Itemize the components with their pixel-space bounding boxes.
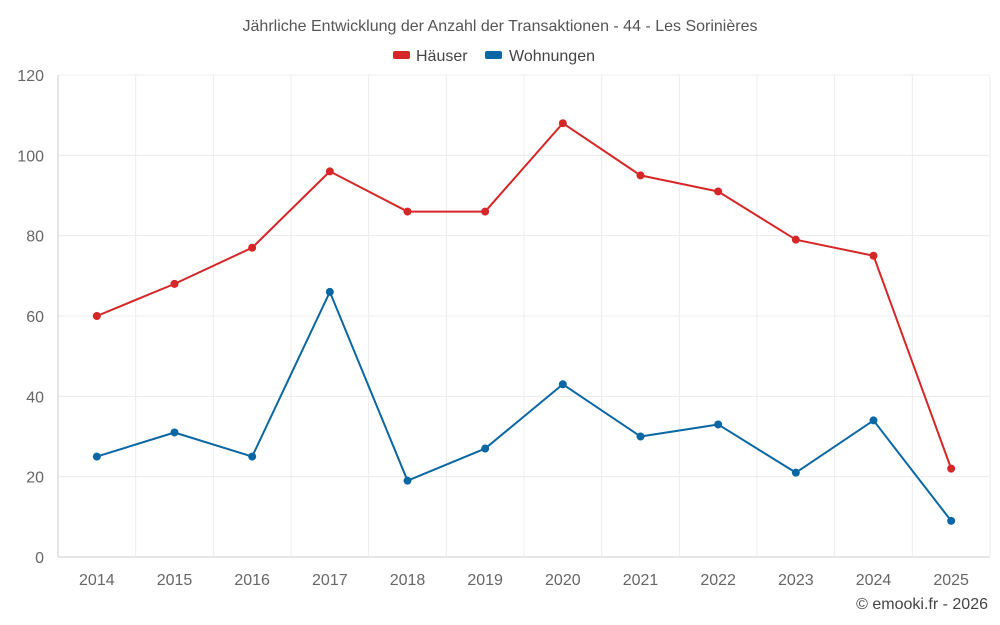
x-tick-label: 2020 xyxy=(545,572,581,589)
legend-label-haeuser: Häuser xyxy=(416,48,468,65)
legend-swatch-wohnungen xyxy=(485,51,502,59)
series-line-haeuser xyxy=(96,122,953,469)
data-point-haeuser[interactable] xyxy=(714,187,723,196)
x-tick-label: 2018 xyxy=(390,572,426,589)
data-point-haeuser[interactable] xyxy=(481,207,490,216)
data-point-haeuser[interactable] xyxy=(636,171,645,180)
data-point-wohnungen[interactable] xyxy=(92,452,101,461)
x-tick-label: 2017 xyxy=(312,572,348,589)
grid xyxy=(57,74,991,558)
series-haeuser xyxy=(92,119,956,473)
data-point-wohnungen[interactable] xyxy=(248,452,257,461)
data-point-haeuser[interactable] xyxy=(403,207,412,216)
data-point-wohnungen[interactable] xyxy=(791,468,800,477)
data-point-wohnungen[interactable] xyxy=(481,444,490,453)
x-tick-label: 2021 xyxy=(623,572,659,589)
y-tick-label: 40 xyxy=(26,389,44,406)
data-point-haeuser[interactable] xyxy=(558,119,567,128)
x-tick-label: 2025 xyxy=(933,572,969,589)
chart-title: Jährliche Entwicklung der Anzahl der Tra… xyxy=(243,18,758,35)
x-tick-label: 2014 xyxy=(79,572,115,589)
y-tick-label: 20 xyxy=(26,470,44,487)
data-point-wohnungen[interactable] xyxy=(869,416,878,425)
data-point-haeuser[interactable] xyxy=(791,235,800,244)
y-tick-label: 100 xyxy=(17,148,44,165)
data-point-haeuser[interactable] xyxy=(248,243,257,252)
x-axis-ticks: 2014 2015 2016 2017 2018 2019 2020 2021 2022 2023… xyxy=(79,572,969,589)
x-tick-label: 2022 xyxy=(700,572,736,589)
y-tick-label: 120 xyxy=(17,68,44,85)
x-tick-label: 2016 xyxy=(234,572,270,589)
data-point-haeuser[interactable] xyxy=(869,251,878,260)
y-tick-label: 60 xyxy=(26,309,44,326)
data-point-wohnungen[interactable] xyxy=(558,380,567,389)
data-point-wohnungen[interactable] xyxy=(403,476,412,485)
legend-swatch-haeuser xyxy=(393,51,410,59)
legend-item-haeuser[interactable]: Häuser xyxy=(393,48,468,65)
data-point-wohnungen[interactable] xyxy=(170,428,179,437)
y-tick-label: 80 xyxy=(26,229,44,246)
x-tick-label: 2019 xyxy=(467,572,503,589)
series-wohnungen xyxy=(92,287,956,525)
legend-item-wohnungen[interactable]: Wohnungen xyxy=(485,48,595,65)
data-point-haeuser[interactable] xyxy=(947,464,956,473)
data-point-haeuser[interactable] xyxy=(325,167,334,176)
data-point-haeuser[interactable] xyxy=(92,312,101,320)
data-point-wohnungen[interactable] xyxy=(947,516,956,525)
y-tick-label: 0 xyxy=(35,550,44,567)
y-axis-ticks: 0 20 40 60 80 100 120 xyxy=(17,68,44,567)
data-point-wohnungen[interactable] xyxy=(714,420,723,429)
series xyxy=(92,119,956,525)
data-point-wohnungen[interactable] xyxy=(636,432,645,441)
legend: Häuser Wohnungen xyxy=(393,48,595,65)
x-tick-label: 2015 xyxy=(157,572,193,589)
series-line-wohnungen xyxy=(96,290,952,522)
x-tick-label: 2024 xyxy=(856,572,892,589)
data-point-wohnungen[interactable] xyxy=(325,287,334,296)
data-point-haeuser[interactable] xyxy=(170,279,179,288)
credit-text: © emooki.fr - 2026 xyxy=(856,596,988,613)
x-tick-label: 2023 xyxy=(778,572,814,589)
legend-label-wohnungen: Wohnungen xyxy=(509,48,595,65)
